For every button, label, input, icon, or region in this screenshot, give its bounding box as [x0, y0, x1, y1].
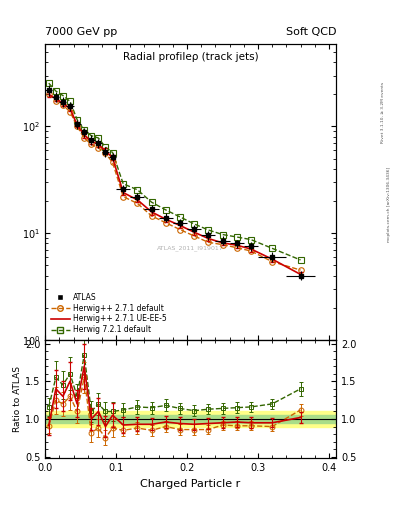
Text: Soft QCD: Soft QCD	[286, 27, 336, 37]
Text: ATLAS_2011_I919017: ATLAS_2011_I919017	[157, 245, 224, 251]
Text: 7000 GeV pp: 7000 GeV pp	[45, 27, 118, 37]
Y-axis label: Ratio to ATLAS: Ratio to ATLAS	[13, 366, 22, 432]
Text: mcplots.cern.ch [arXiv:1306.3436]: mcplots.cern.ch [arXiv:1306.3436]	[387, 167, 391, 242]
Legend: ATLAS, Herwig++ 2.7.1 default, Herwig++ 2.7.1 UE-EE-5, Herwig 7.2.1 default: ATLAS, Herwig++ 2.7.1 default, Herwig++ …	[49, 291, 168, 336]
Text: Radial profileρ (track jets): Radial profileρ (track jets)	[123, 52, 259, 62]
X-axis label: Charged Particle r: Charged Particle r	[140, 479, 241, 488]
Text: Rivet 3.1.10, ≥ 3.2M events: Rivet 3.1.10, ≥ 3.2M events	[381, 82, 385, 143]
